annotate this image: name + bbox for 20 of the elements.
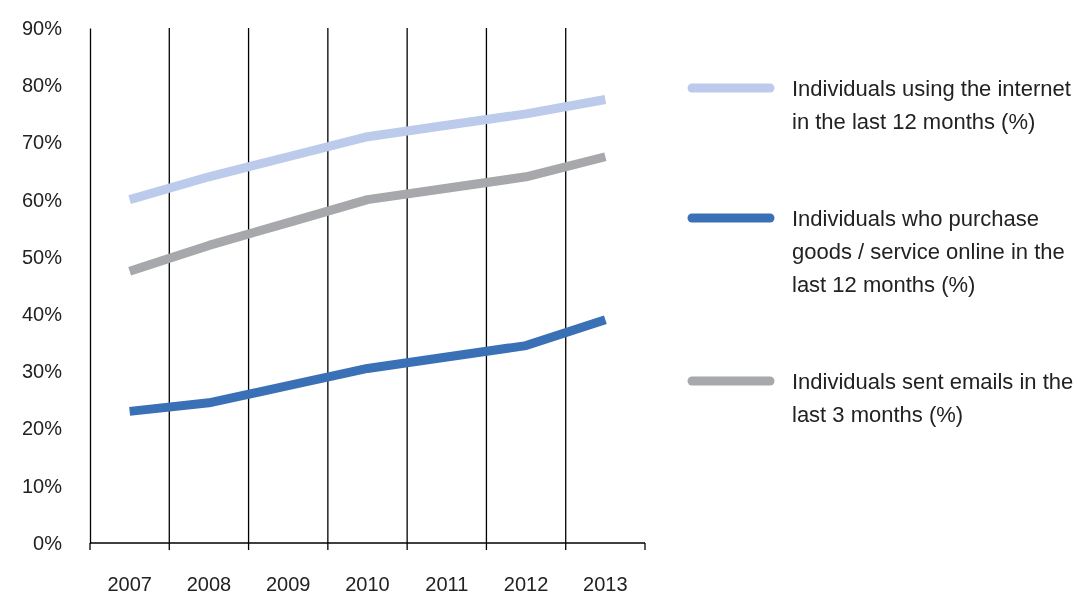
x-tick-label: 2007: [107, 573, 152, 593]
y-tick-label: 80%: [21, 74, 63, 97]
x-tick-label: 2009: [265, 573, 311, 593]
legend-label: Individuals who purchase goods / service online in the last 12 months (%): [792, 206, 1065, 297]
legend-label: Individuals using the internet in the last 12 months (%): [792, 76, 1071, 134]
x-tick-label: 2013: [583, 573, 628, 593]
y-tick-label: 70%: [21, 131, 63, 154]
y-tick-label: 90%: [21, 16, 63, 39]
x-tick-label: 2008: [186, 573, 232, 593]
x-tick-label: 2011: [425, 573, 469, 593]
y-tick-label: 10%: [21, 474, 63, 497]
y-tick-label: 40%: [21, 303, 63, 326]
x-tick-label: 2010: [345, 573, 390, 593]
y-tick-label: 20%: [21, 417, 63, 440]
x-tick-label: 2012: [503, 573, 549, 593]
y-tick-label: 60%: [21, 188, 63, 211]
legend-label: Individuals sent emails in the last 3 months (%): [792, 369, 1074, 427]
y-tick-label: 0%: [33, 531, 63, 554]
y-tick-label: 30%: [21, 360, 63, 383]
y-tick-label: 50%: [21, 245, 63, 268]
